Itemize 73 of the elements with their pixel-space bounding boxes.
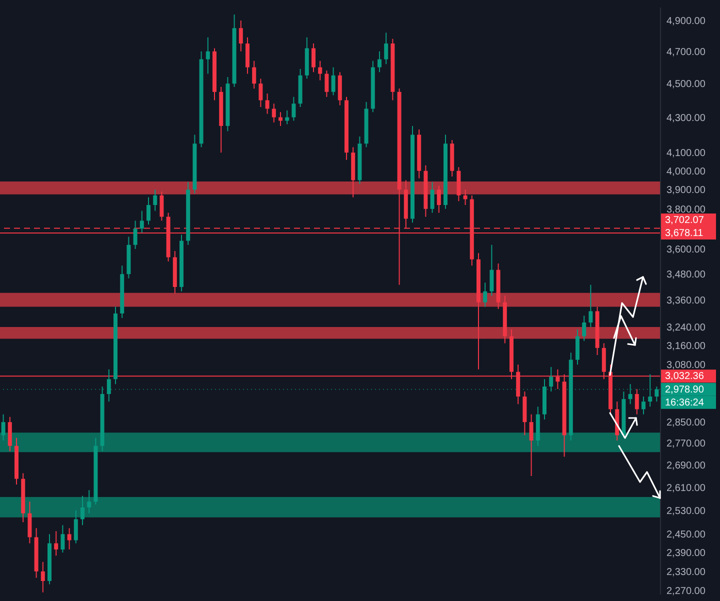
ref-line-label: 2,978.90 — [665, 384, 704, 396]
candlestick — [160, 191, 164, 222]
y-tick-label: 4,300.00 — [666, 112, 706, 124]
y-tick-label: 2,270.00 — [666, 586, 706, 598]
candlestick — [582, 315, 586, 342]
candlestick — [80, 495, 84, 526]
y-tick-label: 2,770.00 — [666, 438, 706, 450]
candlestick — [648, 374, 652, 408]
y-tick-label: 4,100.00 — [666, 148, 706, 160]
candlestick — [8, 416, 12, 452]
y-tick-label: 2,610.00 — [666, 482, 706, 494]
candlestick — [67, 528, 72, 550]
candlestick — [529, 414, 534, 477]
y-tick-label: 3,900.00 — [666, 185, 706, 196]
candlestick — [153, 189, 158, 212]
y-tick-label: 2,390.00 — [666, 548, 706, 560]
y-tick-label: 3,800.00 — [666, 204, 706, 216]
candlestick — [378, 50, 382, 73]
y-tick-label: 2,850.00 — [666, 418, 706, 429]
y-tick-label: 4,700.00 — [666, 46, 706, 58]
candlestick — [206, 36, 210, 74]
candlestick — [312, 43, 316, 73]
candlestick — [106, 368, 111, 402]
y-tick-label: 2,690.00 — [666, 460, 706, 472]
y-tick-label: 2,450.00 — [666, 530, 706, 541]
candlestick — [430, 182, 434, 214]
y-tick-label: 3,480.00 — [666, 270, 706, 281]
candlestick — [54, 530, 58, 556]
candlestick — [549, 366, 554, 392]
ref-line-label: 3,032.36 — [665, 371, 704, 382]
ref-line-label: 3,702.07 — [665, 215, 704, 226]
candlestick — [74, 510, 78, 544]
y-tick-label: 3,160.00 — [666, 341, 706, 352]
candlestick — [654, 386, 659, 402]
candlestick — [292, 96, 296, 122]
candlestick — [246, 36, 250, 74]
candlestick — [133, 220, 138, 250]
y-tick-label: 4,500.00 — [666, 79, 706, 90]
candlestick — [252, 60, 256, 90]
candlestick — [324, 70, 329, 98]
candlestick — [272, 103, 276, 123]
y-tick-label: 3,080.00 — [666, 360, 706, 372]
y-tick-label: 2,530.00 — [666, 506, 706, 517]
candlestick — [576, 328, 580, 366]
candlestick — [331, 66, 336, 96]
candlestick — [483, 282, 488, 308]
candlestick — [436, 185, 441, 214]
candlestick — [588, 284, 593, 328]
candlestick — [642, 396, 646, 415]
candlestick — [146, 196, 150, 226]
y-tick-label: 3,600.00 — [666, 244, 706, 256]
y-tick-label: 3,360.00 — [666, 296, 706, 307]
candlestick — [265, 93, 270, 114]
candlestick — [628, 384, 632, 405]
candlestick — [318, 60, 322, 81]
y-tick-label: 4,000.00 — [666, 166, 706, 178]
candlestick — [87, 490, 92, 514]
y-tick-label: 3,240.00 — [666, 322, 706, 334]
ref-line-label: 3,678.11 — [665, 228, 704, 240]
candlestick — [1, 414, 6, 442]
candlestick — [634, 388, 639, 415]
candlestick — [60, 524, 65, 554]
candlestick — [238, 20, 243, 52]
candlestick — [28, 501, 32, 544]
candlestick — [258, 78, 263, 108]
y-tick-label: 2,330.00 — [666, 566, 706, 578]
text: 16:36:24 — [665, 397, 704, 408]
candlestick — [140, 210, 144, 234]
y-tick-label: 4,900.00 — [666, 16, 706, 27]
candlestick — [463, 189, 468, 206]
candlestick — [40, 561, 45, 593]
candlestick — [384, 32, 388, 65]
candlestick — [490, 244, 494, 296]
